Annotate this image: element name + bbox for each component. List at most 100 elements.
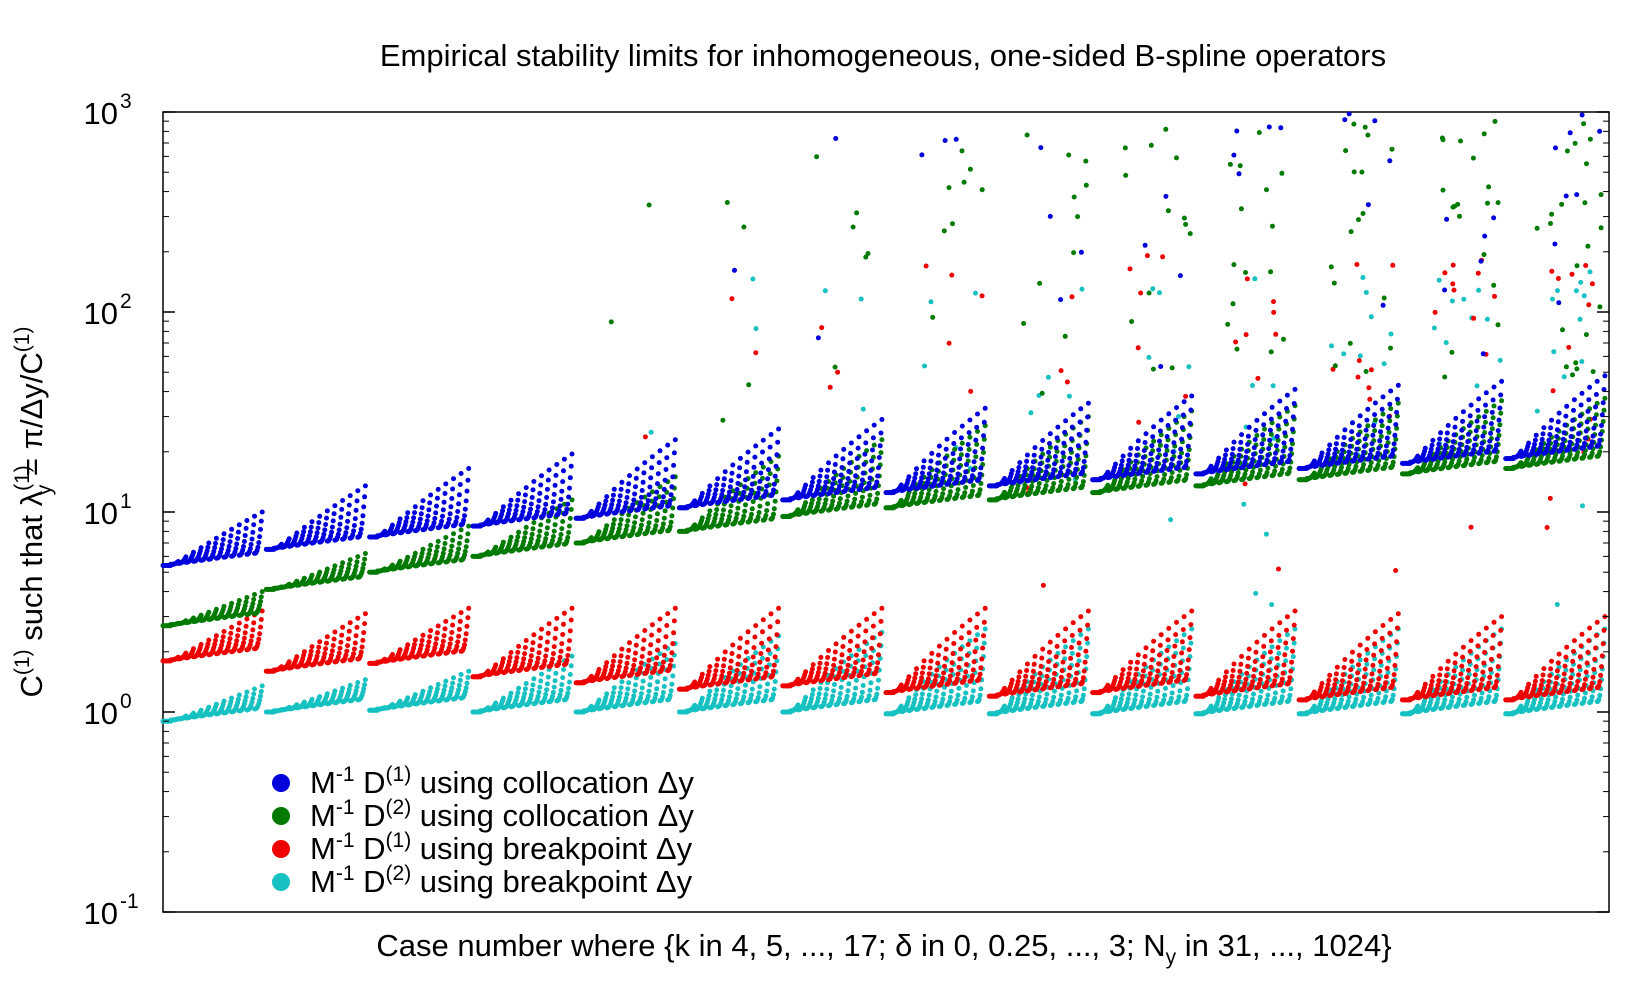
data-point xyxy=(919,670,925,676)
data-point xyxy=(443,535,449,540)
data-point xyxy=(898,703,904,709)
data-point xyxy=(455,550,461,556)
data-point xyxy=(755,695,761,700)
data-point xyxy=(646,202,652,208)
data-point xyxy=(454,643,460,649)
data-point xyxy=(1233,339,1239,345)
data-point xyxy=(425,643,431,649)
data-point xyxy=(1562,663,1568,669)
data-point xyxy=(522,686,528,692)
data-point xyxy=(1176,694,1182,700)
data-point xyxy=(1548,666,1554,672)
data-point xyxy=(837,691,843,696)
data-point xyxy=(536,689,542,695)
data-point xyxy=(623,695,629,701)
data-point xyxy=(1361,674,1367,680)
data-point xyxy=(558,687,564,693)
data-point xyxy=(1387,630,1393,636)
data-point xyxy=(719,673,725,679)
data-point xyxy=(322,651,328,656)
data-point xyxy=(743,649,749,655)
data-point xyxy=(428,542,434,548)
data-point xyxy=(1250,383,1255,388)
data-point xyxy=(447,641,453,647)
data-point xyxy=(1481,660,1487,666)
data-point xyxy=(1483,625,1489,631)
data-point xyxy=(1052,663,1058,669)
data-point xyxy=(351,646,357,652)
data-point xyxy=(1356,358,1362,364)
data-point xyxy=(967,617,973,623)
data-point xyxy=(1267,659,1273,665)
data-point xyxy=(1066,690,1072,696)
data-point xyxy=(825,655,831,660)
data-point xyxy=(1346,680,1352,686)
data-point xyxy=(1281,662,1287,668)
data-point xyxy=(515,534,521,540)
data-point xyxy=(830,693,836,699)
data-point xyxy=(660,664,666,670)
data-point xyxy=(1065,695,1071,701)
data-point xyxy=(1339,697,1344,703)
data-point xyxy=(1371,652,1377,658)
data-point xyxy=(870,623,876,629)
data-point xyxy=(1327,672,1333,678)
data-point xyxy=(213,701,219,707)
data-point xyxy=(1366,385,1372,391)
data-point xyxy=(545,518,551,524)
data-point xyxy=(1497,357,1503,363)
data-point xyxy=(979,656,985,662)
data-point xyxy=(1277,638,1283,644)
data-point xyxy=(936,652,941,658)
data-point xyxy=(936,643,942,649)
data-point xyxy=(466,605,472,611)
data-point xyxy=(874,496,880,502)
data-point xyxy=(257,697,263,703)
data-point xyxy=(344,648,350,654)
data-point xyxy=(1166,625,1172,631)
data-point xyxy=(824,661,830,667)
data-point xyxy=(1443,679,1449,684)
data-point xyxy=(1156,661,1162,667)
data-point xyxy=(1022,482,1028,488)
data-point xyxy=(1383,680,1389,686)
data-point xyxy=(981,450,986,455)
data-point xyxy=(249,633,255,639)
data-point xyxy=(954,697,960,703)
data-point xyxy=(1168,695,1174,701)
data-point xyxy=(855,633,861,639)
data-point xyxy=(912,491,918,497)
data-point xyxy=(654,686,660,692)
data-point xyxy=(286,659,292,665)
data-point xyxy=(856,622,862,628)
data-point xyxy=(755,514,761,520)
data-point xyxy=(1153,699,1159,704)
data-point xyxy=(1386,643,1392,649)
data-point xyxy=(493,544,499,550)
data-point xyxy=(668,657,674,663)
data-point xyxy=(1256,681,1262,687)
data-point xyxy=(692,702,698,708)
data-point xyxy=(1482,649,1488,655)
data-point xyxy=(1354,262,1360,267)
data-point xyxy=(198,707,204,713)
data-point xyxy=(721,687,726,693)
data-point xyxy=(1073,480,1079,486)
data-point xyxy=(851,696,857,702)
data-point xyxy=(974,441,980,447)
data-point xyxy=(545,674,551,680)
data-point xyxy=(1043,679,1049,685)
data-point xyxy=(1055,632,1061,638)
data-point xyxy=(819,325,825,331)
data-point xyxy=(1068,655,1074,661)
data-point xyxy=(1083,648,1089,654)
data-point xyxy=(1183,393,1189,399)
data-point xyxy=(668,519,674,525)
data-point xyxy=(1464,694,1470,700)
data-point xyxy=(1341,351,1347,357)
data-point xyxy=(1284,632,1290,638)
data-point xyxy=(250,695,256,701)
data-point xyxy=(1456,683,1462,689)
data-point xyxy=(1075,652,1081,658)
data-point xyxy=(734,691,740,697)
